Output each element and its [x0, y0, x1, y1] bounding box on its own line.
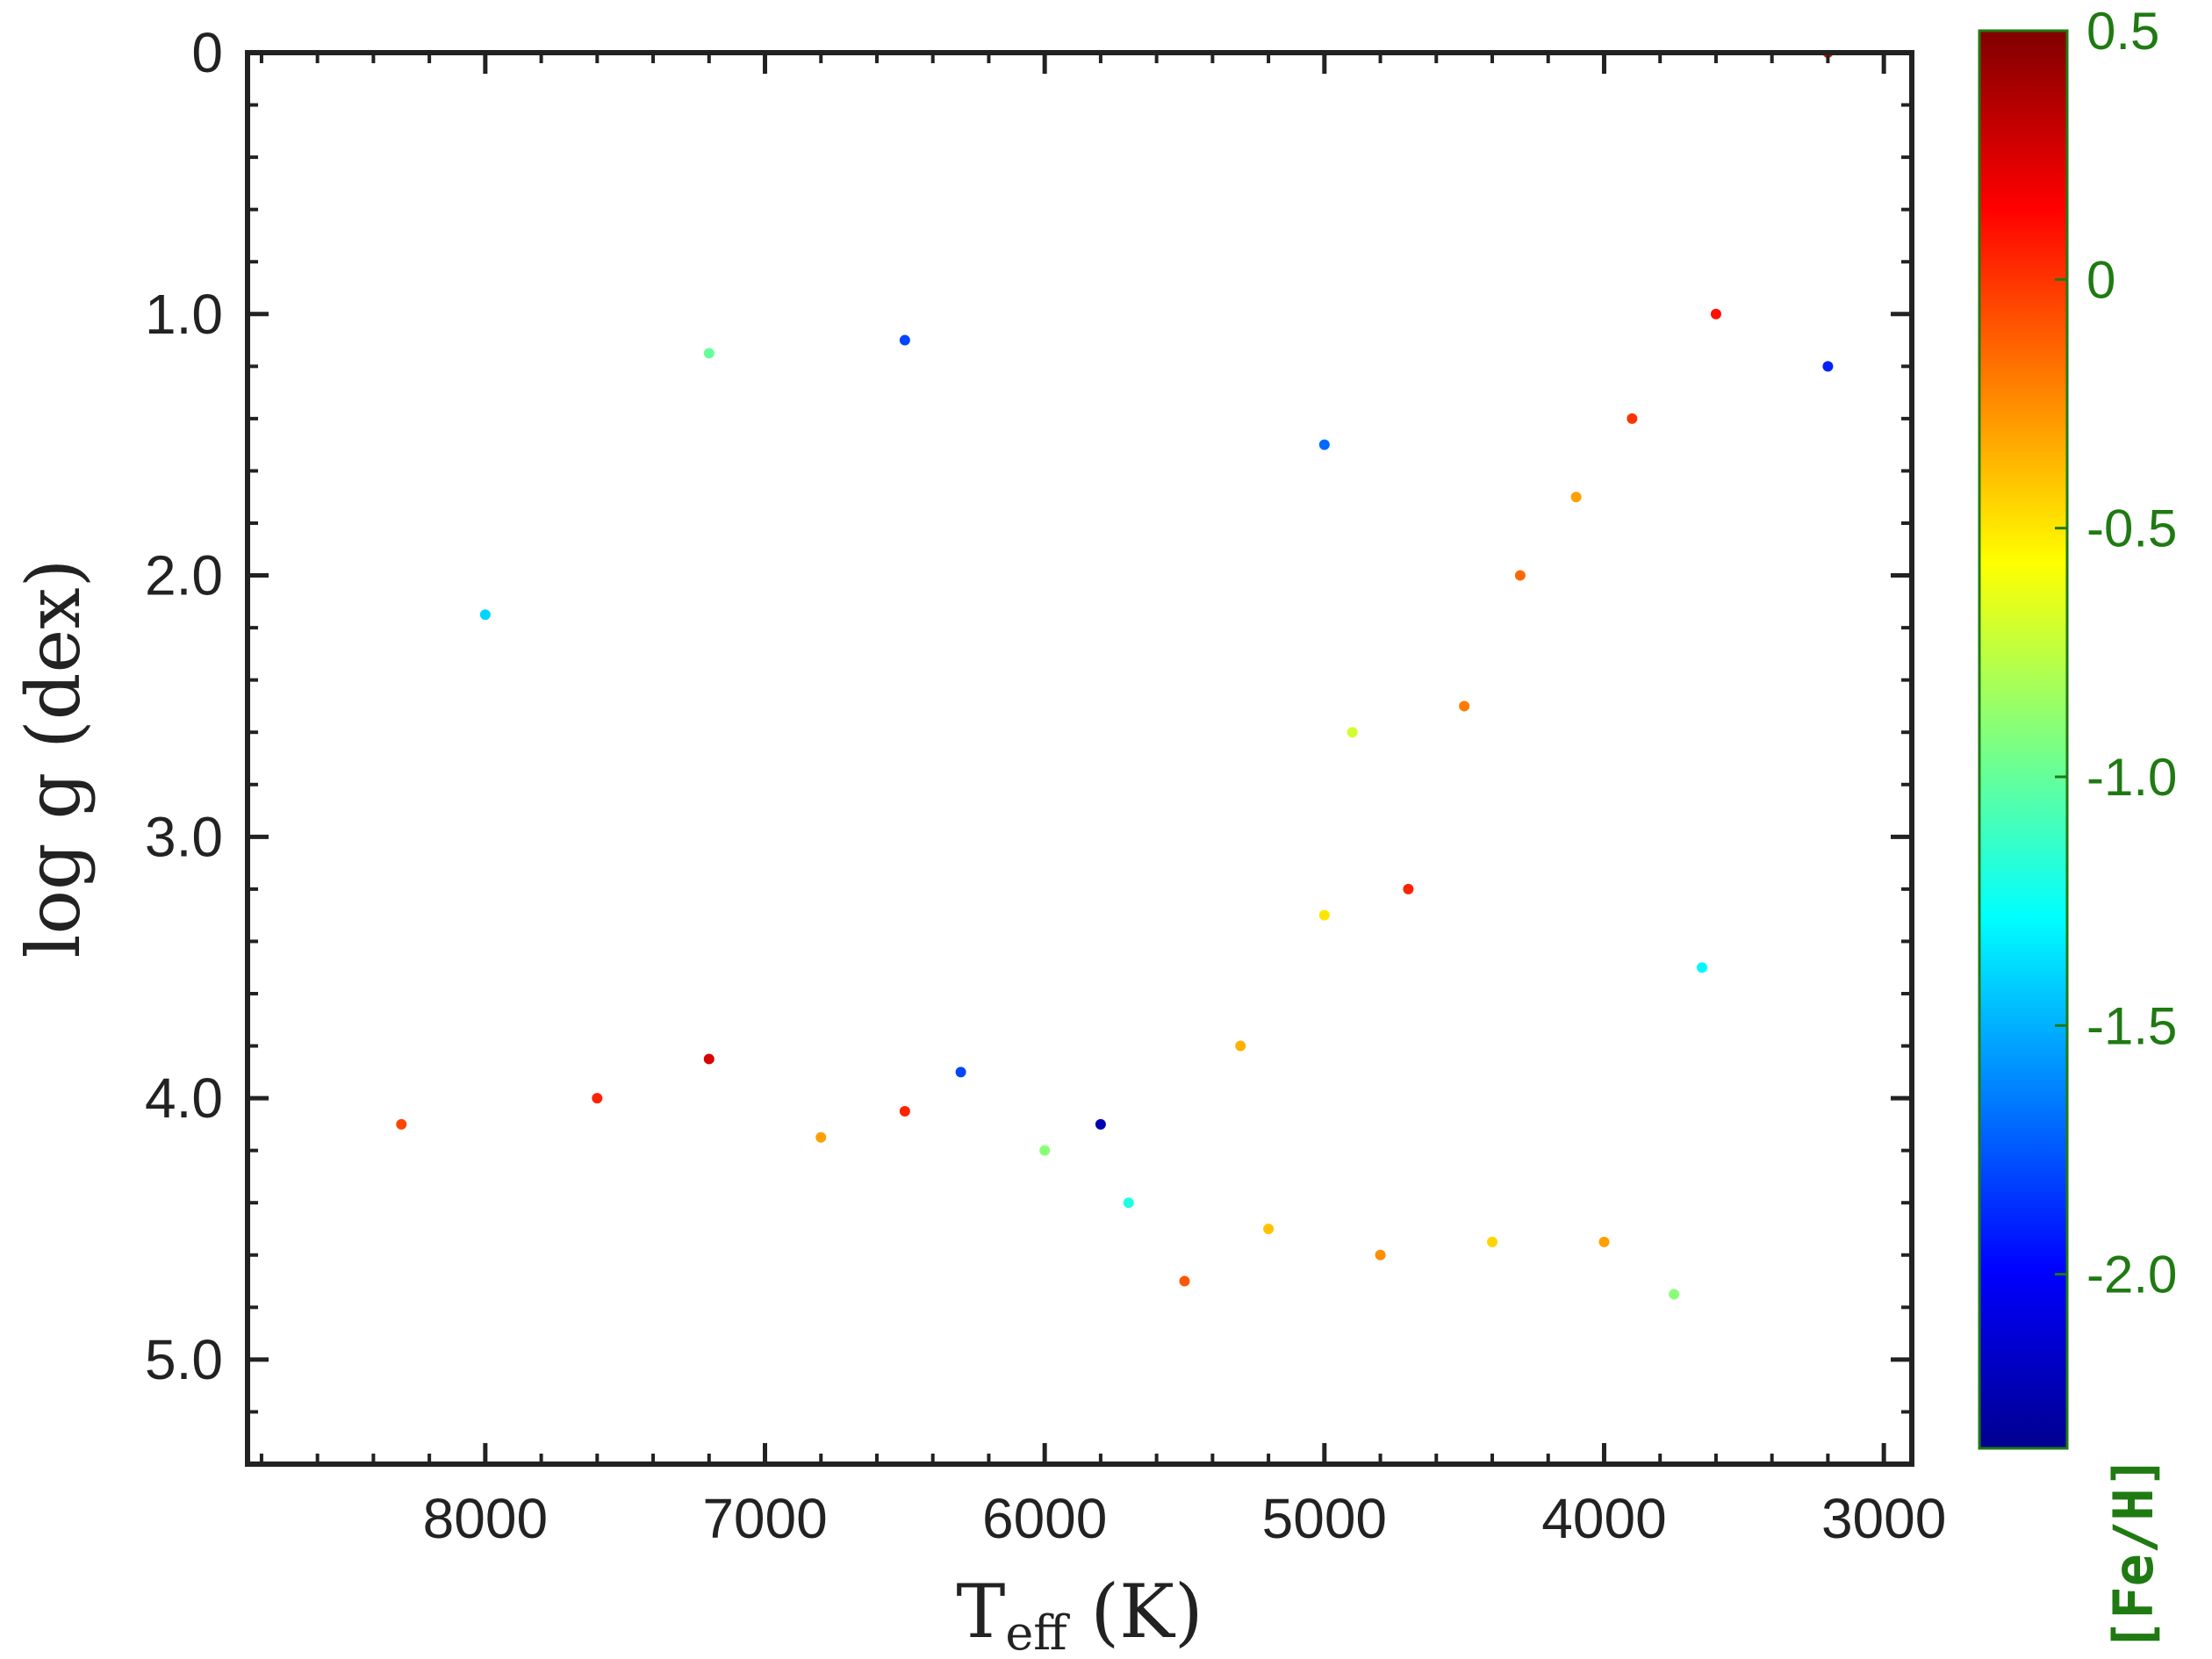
x-tick-label: 8000 [423, 1487, 548, 1550]
y-tick-label: 3.0 [145, 805, 223, 868]
x-axis-ticks: 8000 7000 6000 5000 4000 3000 [259, 53, 1946, 1550]
scatter-point [1263, 1224, 1275, 1234]
scatter-point [1697, 962, 1708, 973]
colorbar [1978, 29, 2069, 1450]
scatter-point [1179, 1275, 1190, 1287]
scatter-point [1318, 909, 1330, 921]
colorbar-ticks: 0.5 0 -0.5 -1.0 -1.5 -2.0 [2055, 2, 2177, 1304]
scatter-point [1627, 413, 1638, 424]
y-axis-title: log g (dex) [11, 559, 97, 959]
colorbar-title: [Fe/H] [2101, 1455, 2165, 1652]
scatter-point [1318, 439, 1330, 450]
scatter-point [815, 1131, 827, 1143]
x-tick-label: 6000 [982, 1487, 1107, 1550]
scatter-point [1514, 570, 1526, 581]
scatter-point [1039, 1145, 1051, 1156]
scatter-point [479, 609, 491, 621]
y-axis-ticks: 0 1.0 2.0 3.0 4.0 5.0 [145, 21, 1912, 1414]
plot-frame [245, 50, 1914, 1467]
colorbar-tick-label: 0 [2086, 250, 2115, 309]
scatter-point [899, 1106, 910, 1117]
scatter-point [1710, 308, 1721, 320]
scatter-point [955, 1066, 966, 1078]
x-tick-label: 5000 [1262, 1487, 1387, 1550]
x-axis-title: Teff (K) [956, 1569, 1203, 1659]
colorbar-tick-label: -0.5 [2086, 499, 2177, 558]
scatter-point [1123, 1197, 1134, 1209]
x-tick-label: 3000 [1821, 1487, 1946, 1550]
scatter-point [899, 334, 910, 346]
scatter-point [703, 1053, 715, 1065]
scatter-point [1822, 361, 1834, 372]
colorbar-tick-label: -1.0 [2086, 748, 2177, 807]
scatter-point [1347, 727, 1358, 738]
y-tick-label: 2.0 [145, 544, 223, 607]
scatter-point [1459, 700, 1470, 712]
x-tick-label: 4000 [1541, 1487, 1666, 1550]
scatter-points [396, 53, 1834, 1300]
scatter-point [592, 1093, 603, 1104]
colorbar-tick-label: -2.0 [2086, 1246, 2177, 1304]
x-tick-label: 7000 [702, 1487, 827, 1550]
colorbar-tick-label: -1.5 [2086, 996, 2177, 1055]
colorbar-tick-label: 0.5 [2086, 2, 2159, 61]
scatter-point [1403, 883, 1414, 894]
scatter-point [396, 1118, 407, 1130]
scatter-point [1235, 1040, 1246, 1052]
scatter-point [1487, 1236, 1498, 1247]
y-tick-label: 0 [191, 21, 223, 84]
scatter-point [1598, 1236, 1610, 1247]
y-tick-label: 1.0 [145, 283, 223, 346]
y-tick-label: 4.0 [145, 1066, 223, 1130]
scatter-point [703, 348, 715, 359]
scatter-point [1669, 1289, 1680, 1300]
scatter-point [1095, 1118, 1106, 1130]
scatter-point [1570, 492, 1582, 503]
scatter-point [1375, 1249, 1386, 1260]
y-tick-label: 5.0 [145, 1328, 223, 1391]
